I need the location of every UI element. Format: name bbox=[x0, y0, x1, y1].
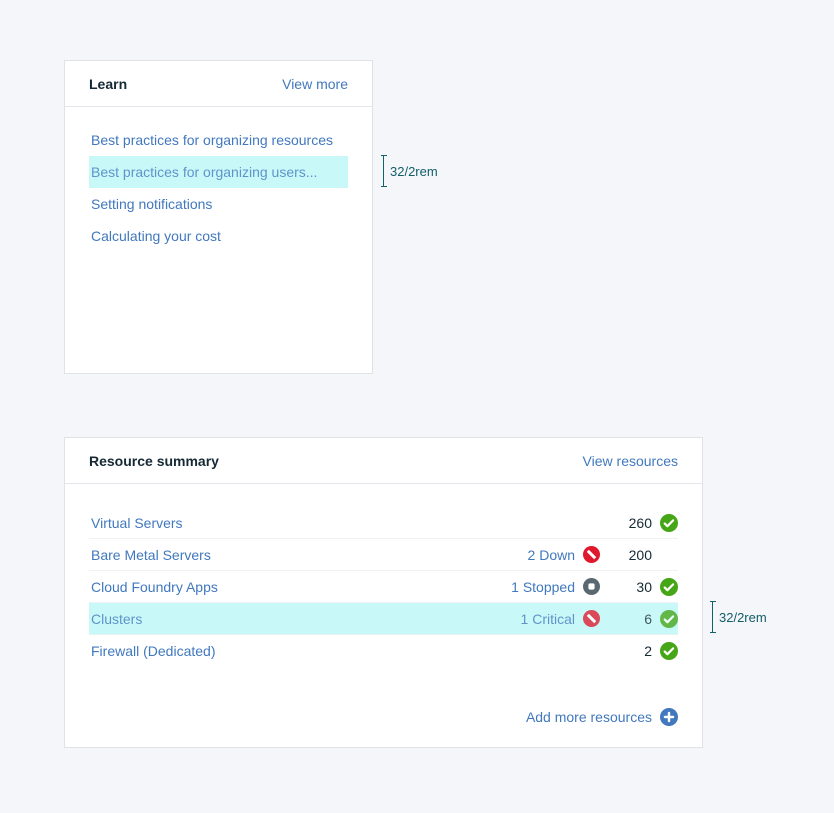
resource-card-footer: Add more resources bbox=[89, 708, 678, 726]
check-circle-icon bbox=[660, 513, 678, 532]
learn-card-title: Learn bbox=[89, 75, 128, 92]
empty-state-slot bbox=[660, 546, 678, 564]
resource-label-link[interactable]: Clusters bbox=[91, 610, 143, 627]
resource-count: 260 bbox=[628, 514, 652, 531]
learn-item[interactable]: Calculating your cost bbox=[89, 220, 348, 252]
annotation-label: 32/2rem bbox=[390, 163, 438, 179]
resource-count: 200 bbox=[628, 546, 652, 563]
check-circle-icon bbox=[660, 577, 678, 596]
no-entry-circle-icon bbox=[583, 610, 600, 627]
resource-status-link[interactable]: 1 Stopped bbox=[511, 578, 600, 595]
resource-status-label: 1 Stopped bbox=[511, 578, 575, 595]
plus-circle-icon[interactable] bbox=[660, 708, 678, 726]
learn-item[interactable]: Setting notifications bbox=[89, 188, 348, 220]
resource-status-link[interactable]: 2 Down bbox=[528, 546, 600, 563]
resource-row-cloud-foundry-apps[interactable]: Cloud Foundry Apps 1 Stopped 30 bbox=[89, 571, 678, 603]
resource-count: 6 bbox=[644, 610, 652, 627]
measure-bracket-icon bbox=[710, 601, 716, 633]
resource-row-virtual-servers[interactable]: Virtual Servers 260 bbox=[89, 507, 678, 539]
resource-row-clusters[interactable]: Clusters 1 Critical 6 bbox=[89, 603, 678, 635]
view-resources-link[interactable]: View resources bbox=[582, 452, 678, 469]
resource-row-firewall-dedicated[interactable]: Firewall (Dedicated) 2 bbox=[89, 635, 678, 667]
resource-summary-card: Resource summary View resources Virtual … bbox=[64, 437, 703, 748]
check-circle-icon bbox=[660, 609, 678, 628]
resource-status-link[interactable]: 1 Critical bbox=[521, 610, 600, 627]
resource-label-link[interactable]: Bare Metal Servers bbox=[91, 546, 211, 563]
resource-status-label: 1 Critical bbox=[520, 610, 575, 627]
row-height-annotation: 32/2rem bbox=[710, 601, 767, 633]
learn-item-highlighted[interactable]: Best practices for organizing users... bbox=[89, 156, 348, 188]
no-entry-circle-icon bbox=[583, 546, 600, 563]
resource-label-link[interactable]: Virtual Servers bbox=[91, 514, 183, 531]
learn-item-label: Best practices for organizing resources bbox=[91, 132, 333, 148]
resource-count: 30 bbox=[636, 578, 652, 595]
resource-label-link[interactable]: Cloud Foundry Apps bbox=[91, 578, 218, 595]
resource-card-header: Resource summary View resources bbox=[65, 438, 702, 484]
add-more-resources-link[interactable]: Add more resources bbox=[525, 709, 652, 725]
resource-count: 2 bbox=[644, 643, 652, 659]
check-circle-icon bbox=[660, 642, 678, 660]
row-height-annotation: 32/2rem bbox=[381, 155, 438, 187]
learn-card: Learn View more Best practices for organ… bbox=[64, 60, 373, 374]
resource-status-label: 2 Down bbox=[527, 546, 575, 563]
learn-item-label: Setting notifications bbox=[91, 196, 213, 212]
learn-list: Best practices for organizing resources … bbox=[65, 107, 372, 252]
learn-item-label: Calculating your cost bbox=[91, 228, 221, 244]
resource-row-bare-metal-servers[interactable]: Bare Metal Servers 2 Down 200 bbox=[89, 539, 678, 571]
annotation-label: 32/2rem bbox=[719, 609, 767, 625]
learn-item[interactable]: Best practices for organizing resources bbox=[89, 124, 348, 156]
learn-card-header: Learn View more bbox=[65, 61, 372, 107]
resource-table: Virtual Servers 260 Bare Metal Servers 2… bbox=[89, 507, 678, 667]
learn-item-label: Best practices for organizing users... bbox=[91, 164, 318, 180]
resource-label-link[interactable]: Firewall (Dedicated) bbox=[91, 643, 216, 659]
view-more-link[interactable]: View more bbox=[282, 75, 348, 92]
stop-circle-icon bbox=[583, 578, 600, 595]
measure-bracket-icon bbox=[381, 155, 387, 187]
resource-card-title: Resource summary bbox=[89, 452, 219, 469]
